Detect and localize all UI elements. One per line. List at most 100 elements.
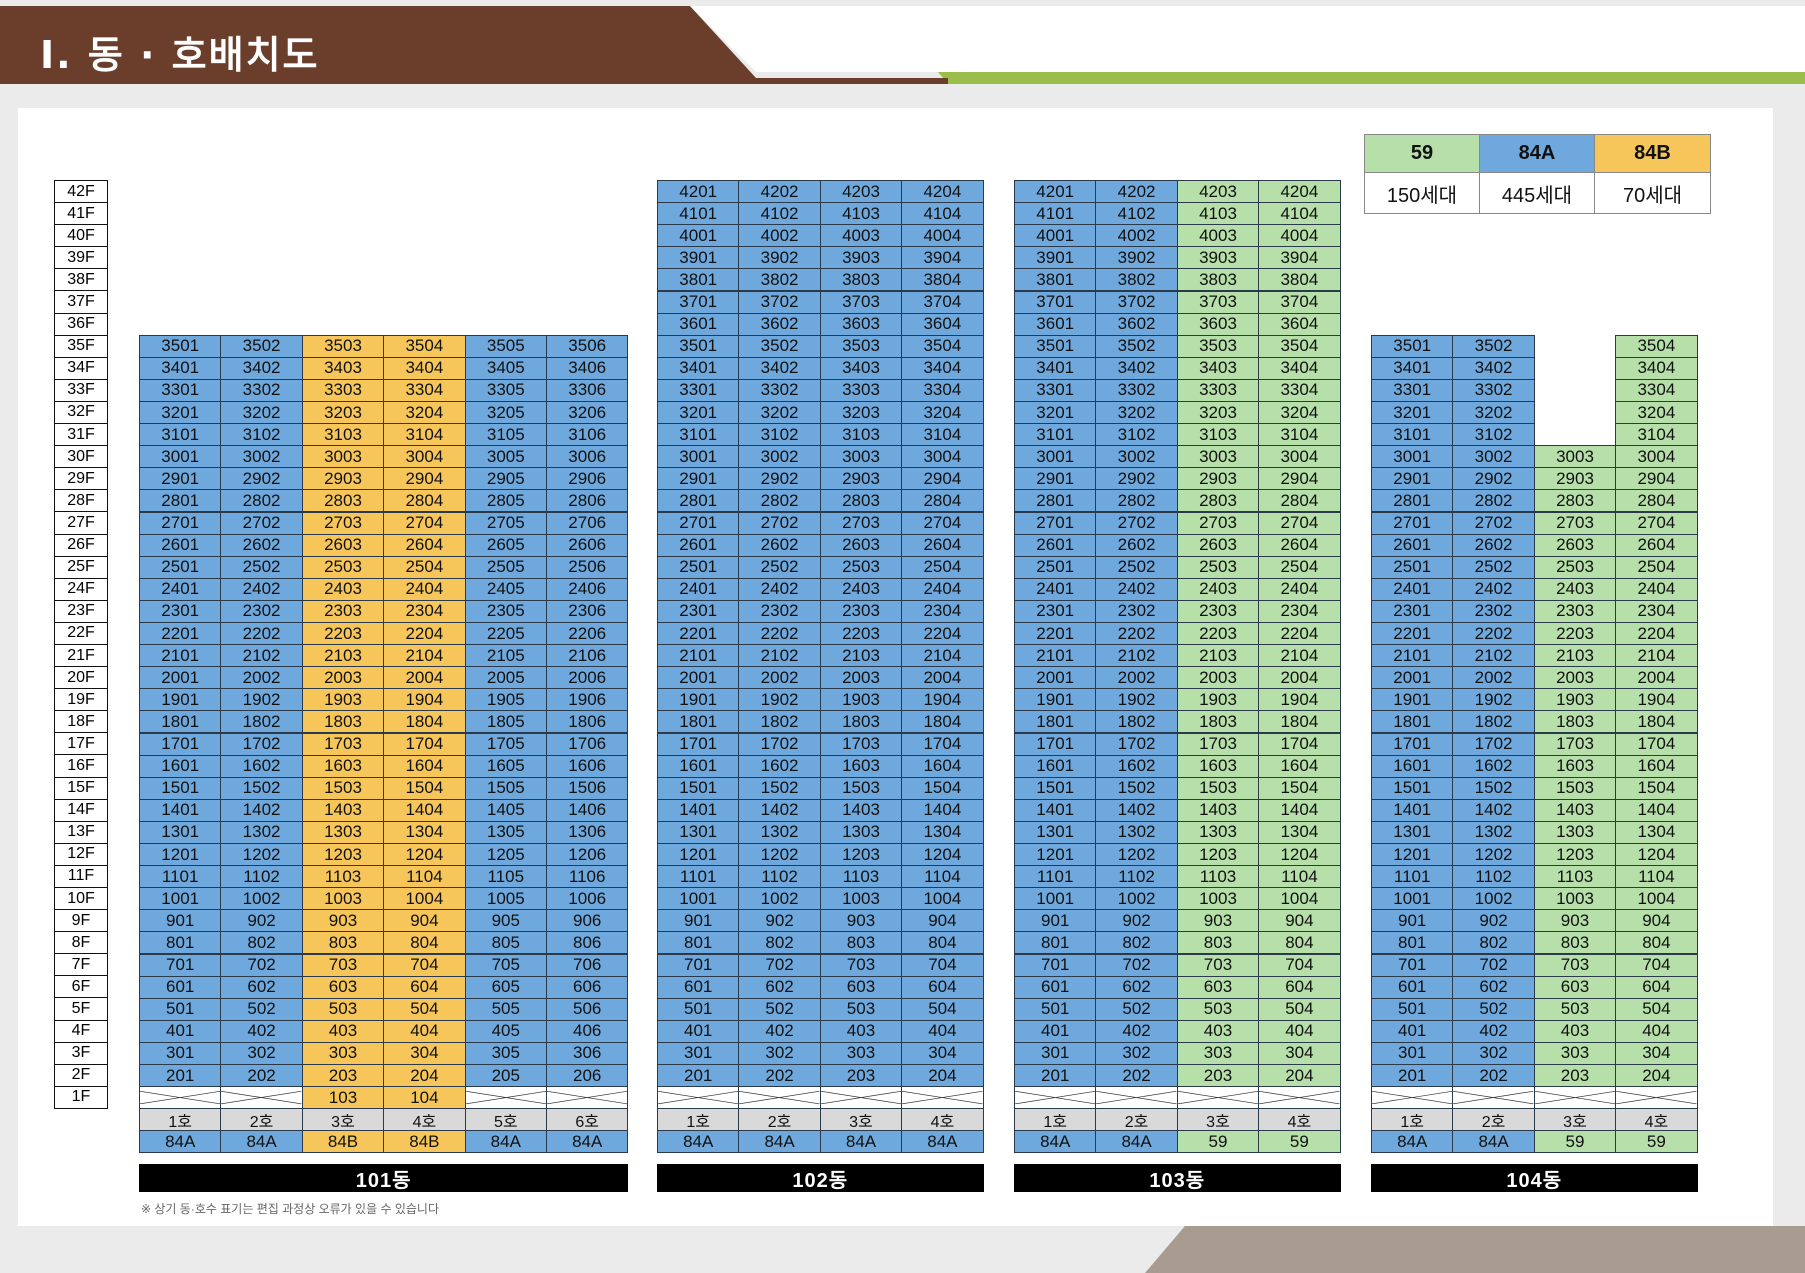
pilotis-cell [1533, 1086, 1617, 1110]
unit-cell: 202 [220, 1064, 303, 1088]
unit-cell: 2101 [657, 644, 740, 668]
unit-cell: 501 [1014, 997, 1097, 1021]
unit-number-label: 4호 [1258, 1108, 1341, 1132]
unit-cell: 2801 [657, 489, 740, 513]
unit-cell: 2902 [220, 467, 303, 491]
unit-cell: 602 [1095, 975, 1178, 999]
unit-cell: 1303 [819, 820, 903, 844]
unit-cell: 1801 [1371, 710, 1454, 734]
unit-cell: 2102 [738, 644, 821, 668]
unit-cell: 2201 [139, 622, 222, 646]
unit-cell: 2304 [383, 599, 466, 623]
unit-cell: 2201 [1014, 622, 1097, 646]
unit-cell: 203 [301, 1064, 385, 1088]
unit-cell: 301 [139, 1041, 222, 1065]
unit-cell: 1106 [546, 865, 629, 889]
unit-cell: 1203 [819, 843, 903, 867]
unit-cell: 1804 [1615, 710, 1698, 734]
unit-cell: 3104 [383, 423, 466, 447]
unit-cell: 2004 [1615, 666, 1698, 690]
unit-cell: 2104 [901, 644, 984, 668]
unit-cell: 2704 [901, 511, 984, 535]
unit-cell: 303 [1533, 1041, 1617, 1065]
unit-cell: 3703 [819, 290, 903, 314]
unit-cell: 2805 [464, 489, 547, 513]
unit-cell: 1902 [1095, 688, 1178, 712]
unit-cell: 3301 [139, 378, 222, 402]
unit-cell: 3201 [657, 401, 740, 425]
header-banner: I. 동 · 호배치도 [0, 0, 1805, 90]
unit-cell: 1101 [657, 865, 740, 889]
unit-cell: 3203 [301, 401, 385, 425]
unit-cell: 2002 [738, 666, 821, 690]
unit-cell: 2103 [1176, 644, 1260, 668]
unit-cell: 2902 [1452, 467, 1535, 491]
unit-cell: 2103 [301, 644, 385, 668]
unit-cell: 1903 [1176, 688, 1260, 712]
unit-cell: 1103 [819, 865, 903, 889]
unit-cell: 302 [1095, 1041, 1178, 1065]
floor-label: 6F [55, 976, 107, 999]
unit-cell: 2901 [139, 467, 222, 491]
unit-cell: 605 [464, 975, 547, 999]
unit-cell: 3402 [1452, 356, 1535, 380]
unit-cell: 1204 [901, 843, 984, 867]
unit-cell: 2706 [546, 511, 629, 535]
unit-cell: 3304 [901, 378, 984, 402]
unit-cell: 3501 [1371, 334, 1454, 358]
unit-cell: 201 [139, 1064, 222, 1088]
unit-cell: 2704 [1258, 511, 1341, 535]
unit-cell: 4102 [1095, 202, 1178, 226]
unit-cell: 2501 [139, 555, 222, 579]
unit-cell: 1903 [1533, 688, 1617, 712]
floor-index: 42F 41F 40F 39F 38F 37F 36F 35F 34F 33F 32F 31F 30F 2… [54, 180, 108, 1109]
unit-cell: 3802 [1095, 268, 1178, 292]
unit-cell: 2603 [301, 533, 385, 557]
unit-cell: 2202 [1095, 622, 1178, 646]
floor-label: 7F [55, 954, 107, 977]
unit-cell: 804 [1258, 931, 1341, 955]
unit-cell: 502 [738, 997, 821, 1021]
unit-cell: 1602 [1452, 754, 1535, 778]
unit-cell: 1303 [301, 820, 385, 844]
unit-cell: 2204 [1615, 622, 1698, 646]
unit-cell: 1905 [464, 688, 547, 712]
unit-cell: 704 [1258, 953, 1341, 977]
unit-cell: 2202 [220, 622, 303, 646]
unit-cell: 802 [1452, 931, 1535, 955]
unit-cell: 704 [383, 953, 466, 977]
unit-cell: 2306 [546, 599, 629, 623]
unit-cell: 703 [819, 953, 903, 977]
unit-cell: 2202 [1452, 622, 1535, 646]
unit-cell: 1003 [1533, 887, 1617, 911]
unit-cell: 1602 [1095, 754, 1178, 778]
unit-cell: 2104 [383, 644, 466, 668]
unit-cell: 802 [738, 931, 821, 955]
unit-cell: 303 [301, 1041, 385, 1065]
unit-cell: 504 [383, 997, 466, 1021]
unit-cell: 2402 [220, 577, 303, 601]
unit-number-label: 2호 [1095, 1108, 1178, 1132]
unit-cell: 3301 [1014, 378, 1097, 402]
unit-cell: 1301 [1014, 820, 1097, 844]
unit-cell: 3004 [383, 445, 466, 469]
unit-cell: 1204 [383, 843, 466, 867]
unit-cell: 1603 [1176, 754, 1260, 778]
unit-cell: 3301 [1371, 378, 1454, 402]
building-name: 103동 [1014, 1164, 1341, 1193]
unit-number-label: 3호 [819, 1108, 903, 1132]
unit-cell: 3404 [1258, 356, 1341, 380]
unit-cell: 3604 [1258, 312, 1341, 336]
unit-cell: 3702 [1095, 290, 1178, 314]
unit-cell: 1802 [1452, 710, 1535, 734]
unit-cell: 4003 [819, 224, 903, 248]
unit-cell: 3201 [1014, 401, 1097, 425]
unit-cell: 1005 [464, 887, 547, 911]
unit-cell: 401 [1371, 1019, 1454, 1043]
unit-cell: 3701 [657, 290, 740, 314]
unit-cell: 2503 [819, 555, 903, 579]
unit-cell: 2302 [220, 599, 303, 623]
pilotis-cell [464, 1086, 547, 1110]
unit-cell: 1006 [546, 887, 629, 911]
unit-cell: 802 [220, 931, 303, 955]
